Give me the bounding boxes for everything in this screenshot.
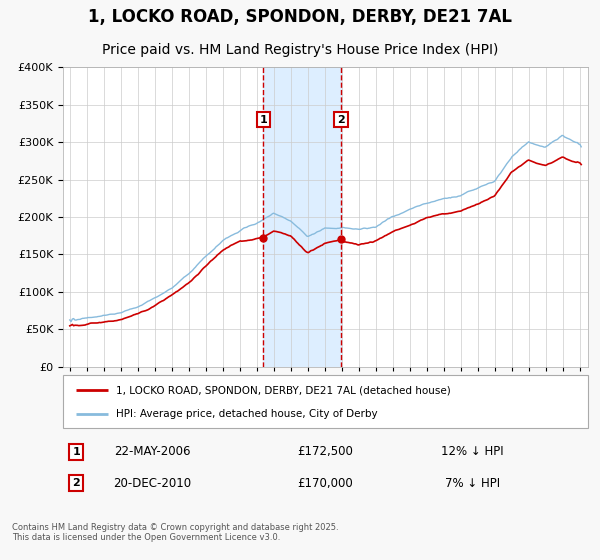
- Text: HPI: Average price, detached house, City of Derby: HPI: Average price, detached house, City…: [115, 408, 377, 418]
- Text: £172,500: £172,500: [298, 445, 353, 458]
- Text: 7% ↓ HPI: 7% ↓ HPI: [445, 477, 500, 489]
- Text: 1: 1: [72, 447, 80, 457]
- Text: 2: 2: [337, 115, 345, 125]
- Text: Contains HM Land Registry data © Crown copyright and database right 2025.
This d: Contains HM Land Registry data © Crown c…: [12, 523, 338, 542]
- Text: 12% ↓ HPI: 12% ↓ HPI: [441, 445, 504, 458]
- Text: 20-DEC-2010: 20-DEC-2010: [113, 477, 191, 489]
- FancyBboxPatch shape: [63, 375, 588, 428]
- Text: £170,000: £170,000: [298, 477, 353, 489]
- Text: 1, LOCKO ROAD, SPONDON, DERBY, DE21 7AL (detached house): 1, LOCKO ROAD, SPONDON, DERBY, DE21 7AL …: [115, 385, 450, 395]
- Text: 1, LOCKO ROAD, SPONDON, DERBY, DE21 7AL: 1, LOCKO ROAD, SPONDON, DERBY, DE21 7AL: [88, 8, 512, 26]
- Text: 22-MAY-2006: 22-MAY-2006: [114, 445, 191, 458]
- Text: 2: 2: [72, 478, 80, 488]
- Bar: [263, 67, 341, 367]
- Text: 1: 1: [259, 115, 267, 125]
- Text: Price paid vs. HM Land Registry's House Price Index (HPI): Price paid vs. HM Land Registry's House …: [102, 44, 498, 58]
